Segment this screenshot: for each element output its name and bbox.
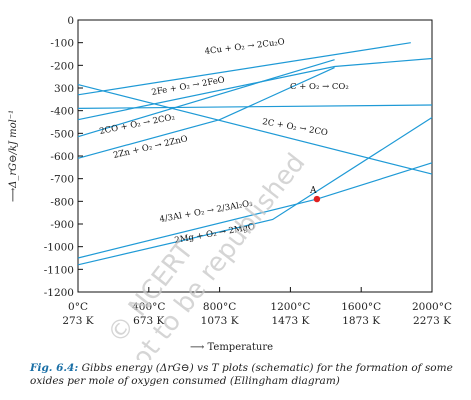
x-tick-label-kelvin: 2273 K (413, 315, 451, 327)
y-tick-label: -900 (50, 219, 74, 231)
y-tick-label: -700 (50, 174, 74, 186)
x-tick-label-celsius: 1200°C (270, 301, 310, 313)
x-tick-label-kelvin: 673 K (133, 315, 164, 327)
y-tick-label: -600 (50, 151, 74, 163)
x-axis-label: ⟶ Temperature (190, 342, 273, 353)
y-tick-label: -500 (50, 128, 74, 140)
series-line (77, 116, 433, 266)
reaction-label: C + O₂ → CO₂ (290, 82, 349, 92)
reaction-label: 2C + O₂ → 2CO (261, 117, 328, 138)
x-tick-label-celsius: 400°C (132, 301, 165, 313)
watermark-line-2: not to be republished (116, 148, 311, 360)
y-tick-label: -1200 (44, 287, 74, 299)
figure-caption: Fig. 6.4: Gibbs energy (ΔrG⊖) vs T plots… (30, 362, 465, 388)
series-line (77, 59, 335, 138)
series-line (77, 104, 433, 109)
x-tick-label-kelvin: 1873 K (342, 315, 380, 327)
reaction-label: 2CO + O₂ → 2CO₂ (99, 113, 176, 137)
series-line (77, 42, 411, 96)
series-line (77, 84, 433, 175)
y-tick-label: -1100 (44, 264, 74, 276)
x-tick-label-celsius: 2000°C (412, 301, 452, 313)
x-tick-label-celsius: 800°C (203, 301, 236, 313)
y-tick-label: -400 (50, 106, 74, 118)
x-tick-label-kelvin: 1473 K (271, 315, 309, 327)
x-tick-label-celsius: 1600°C (341, 301, 381, 313)
intersection-point-label: A (309, 186, 317, 196)
x-tick-label-kelvin: 273 K (62, 315, 93, 327)
reaction-label: 2Fe + O₂ → 2FeO (151, 75, 226, 98)
reaction-label: 4Cu + O₂ → 2Cu₂O (204, 37, 285, 57)
ellingham-chart: 0 -100 -200 300 -400 -500 -600 -700 -800 -900 -100… (8, 15, 452, 360)
y-tick-label: 0 (67, 15, 74, 27)
figure-number: Fig. 6.4: (30, 362, 79, 374)
series-line (77, 67, 335, 159)
intersection-point (313, 195, 321, 203)
y-tick-label: -100 (50, 38, 74, 50)
series-line (77, 57, 433, 121)
y-tick-label: -1000 (44, 242, 74, 254)
y-tick-label: -200 (50, 60, 74, 72)
x-tick-label-celsius: 0°C (68, 301, 88, 313)
y-axis-label: ⟶Δ_rG⊖/kJ mol⁻¹ (8, 110, 19, 202)
y-tick-label: -800 (50, 196, 74, 208)
y-tick-label: 300 (54, 83, 74, 95)
caption-text: Gibbs energy (ΔrG⊖) vs T plots (schemati… (30, 362, 453, 387)
x-tick-label-kelvin: 1073 K (201, 315, 239, 327)
